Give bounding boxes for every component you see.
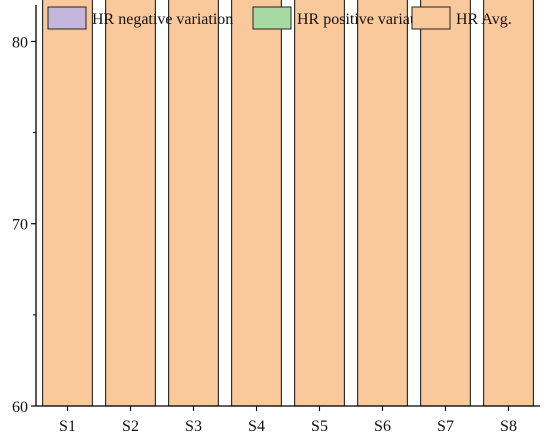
bar-hr-avg--s2 [105,0,156,407]
x-tick-label: S2 [122,418,139,435]
bar-hr-avg--s5 [294,0,345,407]
x-tick-label: S8 [500,418,517,435]
y-tick-label: 60 [12,399,28,416]
bar-hr-avg--s8 [483,0,534,407]
axes-layer: 60 70 80 S1 S2 S3 S4 S5 S6 S7 S8 [12,5,540,435]
x-tick-label: S4 [248,418,265,435]
bar-hr-avg--s7 [420,0,471,407]
legend-swatch [47,6,87,30]
bars-layer [42,0,534,407]
x-tick-label: S6 [374,418,391,435]
legend-label: HR positive variation [297,11,435,28]
y-tick-label: 70 [12,217,28,234]
x-tick-label: S7 [437,418,454,435]
legend-label: HR Avg. [456,11,512,28]
x-tick-label: S1 [59,418,76,435]
bar-hr-avg--s6 [357,0,408,407]
legend-label: HR negative variation [92,11,233,28]
bar-hr-avg--s1 [42,0,93,407]
legend: HR negative variation HR positive variati… [47,6,512,30]
x-tick-label: S5 [311,418,328,435]
legend-swatch [252,6,292,30]
y-tick-label: 80 [12,34,28,51]
legend-swatch [411,6,451,30]
x-tick-label: S3 [185,418,202,435]
bar-hr-avg--s3 [168,0,219,407]
bar-hr-avg--s4 [231,0,282,407]
